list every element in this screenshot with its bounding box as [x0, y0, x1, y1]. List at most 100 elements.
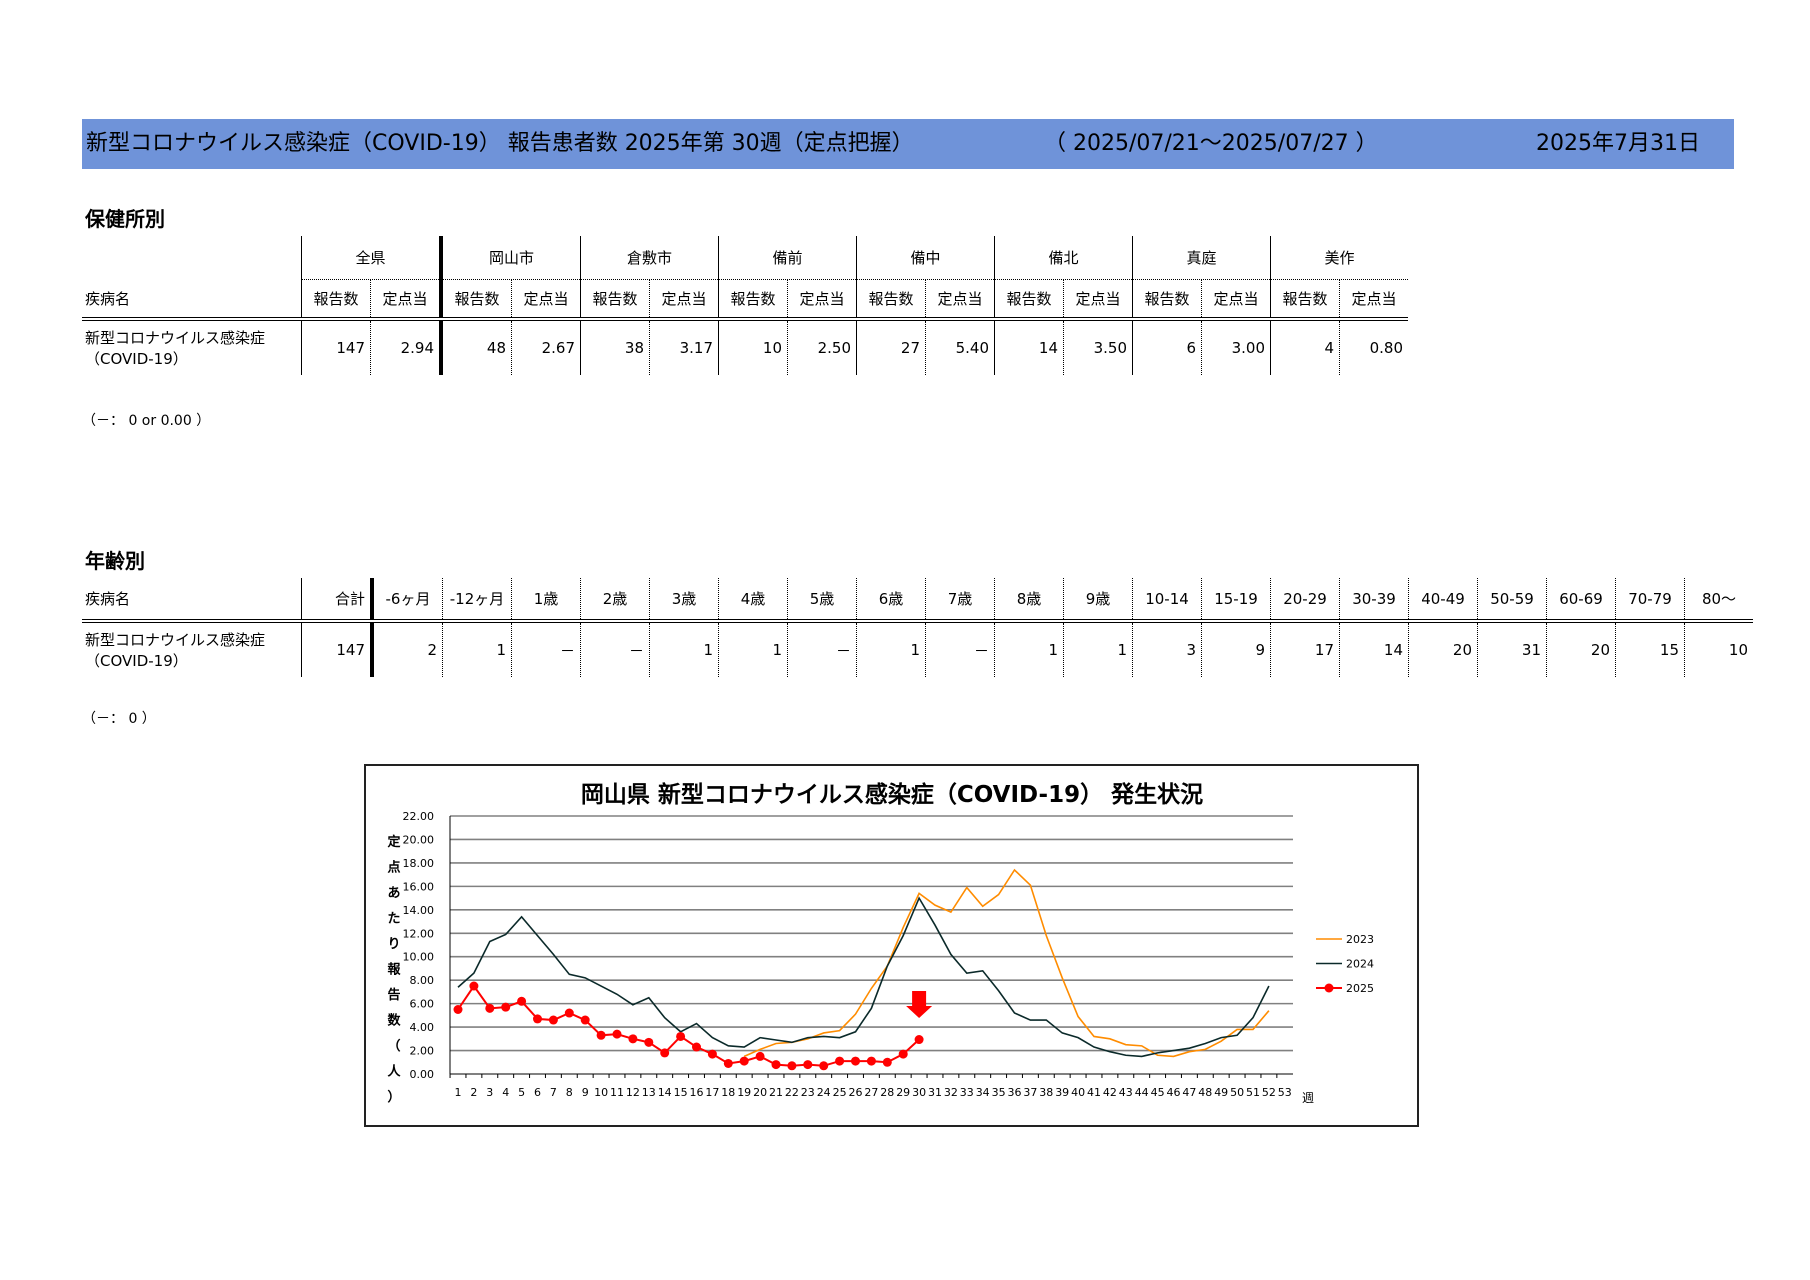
legend-label: 2023	[1346, 933, 1374, 946]
y-tick-label: 18.00	[403, 857, 435, 870]
data-point-2025	[548, 1015, 558, 1025]
x-tick-label: 41	[1087, 1086, 1101, 1099]
data-point-2025	[596, 1030, 606, 1040]
x-tick-label: 4	[502, 1086, 509, 1099]
x-tick-label: 13	[642, 1086, 656, 1099]
x-tick-label: 11	[610, 1086, 624, 1099]
x-tick-label: 21	[769, 1086, 783, 1099]
age-column-header: 9歳	[1063, 578, 1133, 623]
sub-header: 定点当	[1201, 279, 1271, 321]
x-tick-label: 46	[1167, 1086, 1181, 1099]
x-tick-label: 50	[1230, 1086, 1244, 1099]
age-column-header: 50-59	[1477, 578, 1547, 623]
x-tick-label: 16	[690, 1086, 704, 1099]
table-cell: 14	[1339, 621, 1409, 677]
region-header: 美作	[1270, 236, 1408, 280]
data-point-2025	[628, 1034, 638, 1044]
x-tick-label: 18	[721, 1086, 735, 1099]
sub-header: 定点当	[925, 279, 995, 321]
chart-svg: 岡山県 新型コロナウイルス感染症（COVID-19） 発生状況 0.00 2.00 4…	[386, 781, 1374, 1105]
table-cell: 38	[580, 319, 650, 375]
disease-name: 新型コロナウイルス感染症 （COVID-19）	[85, 329, 266, 368]
y-axis-label-char: 人	[387, 1064, 401, 1080]
sub-header: 報告数	[301, 279, 371, 321]
section-by-center-heading: 保健所別	[85, 207, 165, 231]
table-cell: 48	[439, 319, 512, 375]
data-point-2025	[564, 1008, 574, 1018]
y-axis-label-char: 告	[387, 987, 400, 1003]
y-tick-label: 20.00	[403, 833, 435, 846]
sub-header: 報告数	[439, 279, 512, 321]
y-tick-label: 4.00	[410, 1021, 435, 1034]
data-point-2025	[787, 1061, 797, 1071]
y-axis-label-char: あ	[387, 886, 400, 901]
sub-header: 報告数	[994, 279, 1064, 321]
x-tick-label: 42	[1103, 1086, 1117, 1099]
x-axis-label: 週	[1302, 1091, 1314, 1105]
data-point-2025	[580, 1015, 590, 1025]
x-tick-label: 52	[1262, 1086, 1276, 1099]
chart-title: 岡山県 新型コロナウイルス感染症（COVID-19） 発生状況	[581, 781, 1203, 808]
x-tick-label: 26	[849, 1086, 863, 1099]
age-column-header: 1歳	[511, 578, 581, 623]
age-column-header: 40-49	[1408, 578, 1478, 623]
x-tick-label: 33	[960, 1086, 974, 1099]
x-tick-label: 48	[1198, 1086, 1212, 1099]
by-center-table: 全県 岡山市 倉敷市 備前 備中 備北 真庭 美作 疾病名 報告数 定点当 報告数 定点当 報告数 定点当…	[82, 236, 1408, 375]
x-tick-label: 38	[1039, 1086, 1053, 1099]
x-tick-label: 1	[455, 1086, 462, 1099]
series-line-2023	[743, 868, 1270, 1058]
data-point-2025	[914, 1035, 924, 1045]
table-cell: －	[787, 621, 857, 677]
x-tick-label: 31	[928, 1086, 942, 1099]
x-tick-label: 7	[550, 1086, 557, 1099]
table-cell: 3.00	[1201, 319, 1271, 375]
age-column-header: 7歳	[925, 578, 995, 623]
y-tick-label: 22.00	[403, 810, 435, 823]
table-cell: 5.40	[925, 319, 995, 375]
table-cell: 2.67	[511, 319, 581, 375]
age-column-header: -6ヶ月	[370, 578, 443, 623]
x-tick-label: 8	[566, 1086, 573, 1099]
data-point-2025	[644, 1037, 654, 1047]
table-cell: 2	[370, 621, 443, 677]
y-tick-label: 6.00	[410, 998, 435, 1011]
data-point-2025	[517, 996, 527, 1006]
x-tick-label: 32	[944, 1086, 958, 1099]
y-tick-label: 14.00	[403, 904, 435, 917]
age-column-header: 30-39	[1339, 578, 1409, 623]
age-column-header: 80～	[1684, 578, 1753, 623]
x-tick-label: 34	[976, 1086, 990, 1099]
sub-header: 報告数	[1132, 279, 1202, 321]
age-column-header: 3歳	[649, 578, 719, 623]
region-header: 岡山市	[439, 236, 581, 280]
data-point-2025	[835, 1056, 845, 1066]
data-point-2025	[851, 1056, 860, 1066]
age-column-header: 60-69	[1546, 578, 1616, 623]
region-header: 備北	[994, 236, 1133, 280]
table-cell: 10	[718, 319, 788, 375]
age-column-header: 10-14	[1132, 578, 1202, 623]
x-tick-label: 25	[833, 1086, 847, 1099]
data-point-2025	[803, 1060, 813, 1070]
x-tick-label: 51	[1246, 1086, 1260, 1099]
data-point-2025	[676, 1031, 686, 1041]
x-tick-label: 40	[1071, 1086, 1085, 1099]
y-tick-label: 10.00	[403, 951, 435, 964]
y-tick-label: 8.00	[410, 974, 435, 987]
table-cell: 1	[442, 621, 512, 677]
data-point-2025	[771, 1060, 781, 1070]
table-cell: 20	[1546, 621, 1616, 677]
table-cell: －	[925, 621, 995, 677]
x-tick-label: 53	[1278, 1086, 1292, 1099]
y-axis-label-char: 数	[387, 1013, 401, 1029]
table-cell: 1	[718, 621, 788, 677]
sub-header: 定点当	[1339, 279, 1408, 321]
y-axis-label-char: り	[387, 937, 400, 952]
table-cell: －	[511, 621, 581, 677]
table-cell: －	[580, 621, 650, 677]
data-point-2025	[453, 1005, 463, 1014]
x-tick-label: 14	[658, 1086, 672, 1099]
legend-label: 2025	[1346, 982, 1374, 995]
data-point-2025	[612, 1029, 622, 1039]
